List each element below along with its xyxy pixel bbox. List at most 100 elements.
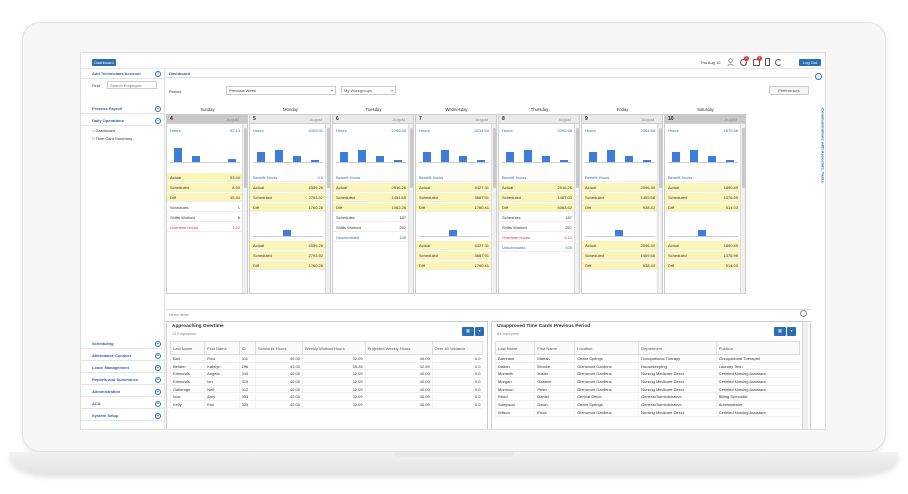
- plus-icon[interactable]: +: [155, 353, 161, 359]
- day-card[interactable]: 8 August Hours 2290.68 Benefit Hours Actual 25…: [498, 114, 580, 294]
- diff-row[interactable]: Diff 1760.28: [250, 261, 326, 270]
- hours-row[interactable]: Hours 52.14: [167, 126, 243, 135]
- column-header[interactable]: Department: [638, 341, 717, 355]
- sidebar-item-reports[interactable]: Reports and Summaries +: [81, 375, 165, 385]
- scrollbar[interactable]: [657, 124, 662, 293]
- mail-icon[interactable]: [753, 59, 760, 66]
- period-select[interactable]: Previous Week ▾: [226, 86, 336, 95]
- scheduled-row[interactable]: Scheduled 1376.99: [665, 193, 741, 202]
- table-row[interactable]: Sampson Dawn Cedar Springs General/Administ…: [494, 400, 800, 409]
- sidebar-account[interactable]: Add Technicians Account i: [81, 69, 165, 79]
- column-header[interactable]: Position: [715, 341, 801, 355]
- scrollbar[interactable]: [242, 124, 247, 293]
- overtime-row[interactable]: Overtime Hours 3.52: [167, 223, 243, 232]
- sidebar-item-attendance[interactable]: Attendance Conduct +: [81, 351, 165, 361]
- hours-row[interactable]: Hours 1875.58: [665, 126, 741, 135]
- column-header[interactable]: Over 40 Variance: [431, 341, 484, 355]
- diff-row[interactable]: Diff 514.03: [665, 261, 741, 270]
- actual-row[interactable]: Actual 4559.26: [250, 241, 326, 250]
- table-row[interactable]: Barnham Mariah Cedar Springs Occupational T…: [494, 354, 800, 363]
- scheduled-row[interactable]: Scheduled 8.93: [167, 183, 243, 192]
- hours-row[interactable]: Hours 2290.68: [333, 126, 409, 135]
- benefit-row[interactable]: Benefit Hours: [416, 173, 492, 182]
- scheduled-row[interactable]: Scheduled 1459.58: [582, 251, 658, 260]
- diff-row[interactable]: Diff 45.44: [167, 193, 243, 202]
- scroll-thumb[interactable]: [576, 128, 579, 188]
- benefit-row[interactable]: Benefit Hours 0.0: [250, 173, 326, 182]
- table-row[interactable]: Dalton Brooke Glenwood Gardens Housekeeping…: [494, 362, 800, 371]
- column-header[interactable]: Last Name: [494, 341, 536, 355]
- table-row[interactable]: Morrison Peter Glenwood Gardens Nursing Med…: [494, 385, 800, 394]
- sidebar-item-scheduling[interactable]: Scheduling +: [81, 339, 165, 349]
- export-button[interactable]: ▦: [774, 327, 786, 336]
- diff-row[interactable]: Diff 1760.28: [250, 203, 326, 212]
- sidebar-item-system-setup[interactable]: System Setup +: [81, 411, 165, 421]
- plus-icon[interactable]: +: [155, 377, 161, 383]
- sidebar-subitem-dashboard[interactable]: ○ Dashboard: [92, 128, 116, 133]
- actual-row[interactable]: Actual 1890.49: [665, 183, 741, 192]
- table-row[interactable]: Morgan Gabbrie Glenwood Gardens Nursing Med…: [494, 377, 800, 386]
- schedules-row[interactable]: Schedules 187: [499, 213, 575, 222]
- shifts-row[interactable]: Shifts Worked 267: [499, 223, 575, 232]
- dashboard-button[interactable]: Dashboard: [92, 59, 116, 66]
- actual-row[interactable]: Actual 2516.26: [499, 183, 575, 192]
- plus-icon[interactable]: +: [155, 401, 161, 407]
- scrollbar[interactable]: [802, 322, 808, 429]
- unscheduled-row[interactable]: Unscheduled 108: [499, 243, 575, 252]
- scroll-thumb[interactable]: [244, 128, 247, 188]
- refresh-icon[interactable]: [775, 59, 782, 66]
- logout-button[interactable]: Log Out: [799, 59, 821, 66]
- table-row[interactable]: Monteith Justin Glenwood Gardens Nursing Me…: [494, 369, 800, 379]
- table-row[interactable]: Wilson Erica Glenwood Gardens Nursing Medic…: [494, 408, 800, 417]
- hours-row[interactable]: Hours 2364.66: [582, 126, 658, 135]
- table-row[interactable]: Edmunds Angela 315 40.00 32.09 40.09 0.0: [169, 369, 483, 379]
- scheduled-row[interactable]: Scheduled 2793.92: [250, 193, 326, 202]
- table-row[interactable]: Edmunds Ian 319 40.00 32.09 40.09 0.0: [169, 377, 483, 386]
- sidebar-item-administration[interactable]: Administration +: [81, 387, 165, 397]
- scrollbar[interactable]: [325, 124, 330, 293]
- account-info-icon[interactable]: i: [155, 71, 161, 77]
- diff-row[interactable]: Diff 938.43: [582, 203, 658, 212]
- scroll-thumb[interactable]: [327, 128, 330, 188]
- scroll-thumb[interactable]: [742, 128, 745, 188]
- table-row[interactable]: Ball Rico 311 40.00 32.09 40.09 0.0: [169, 354, 483, 363]
- actual-row[interactable]: Actual 2596.30: [582, 241, 658, 250]
- diff-row[interactable]: Diff 514.03: [665, 203, 741, 212]
- actual-row[interactable]: Actual 4559.26: [250, 183, 326, 192]
- scheduled-row[interactable]: Scheduled 1459.58: [582, 193, 658, 202]
- plus-icon[interactable]: +: [155, 365, 161, 371]
- scroll-thumb[interactable]: [493, 128, 496, 188]
- column-header[interactable]: First Name: [204, 341, 240, 355]
- column-header[interactable]: Location: [574, 341, 640, 355]
- overtime-row[interactable]: Overtime Hours 2.12: [499, 233, 575, 242]
- preferences-button[interactable]: Preferences: [769, 86, 809, 95]
- plus-icon[interactable]: +: [155, 389, 161, 395]
- diff-row[interactable]: Diff 1760.41: [416, 203, 492, 212]
- day-card[interactable]: 9 August Hours 2364.66 Benefit Hours Actual 25…: [581, 114, 663, 294]
- diff-row[interactable]: Diff 1062.26: [333, 203, 409, 212]
- diff-row[interactable]: Diff 5063.62: [499, 203, 575, 212]
- chevron-down-icon[interactable]: ▾: [787, 327, 796, 336]
- shifts-row[interactable]: Shifts Worked 6: [167, 213, 243, 222]
- column-header[interactable]: Weekly Worked Hours: [301, 341, 366, 355]
- plus-icon[interactable]: +: [155, 341, 161, 347]
- scroll-thumb[interactable]: [410, 128, 413, 188]
- actual-row[interactable]: Actual 4427.31: [416, 183, 492, 192]
- benefit-row[interactable]: Benefit Hours: [665, 173, 741, 182]
- benefit-row[interactable]: Benefit Hours: [582, 173, 658, 182]
- table-row[interactable]: Belden Katelyn 296 41.00 35.26 42.59 0.0: [169, 362, 483, 371]
- scroll-thumb[interactable]: [659, 128, 662, 188]
- table-row[interactable]: Reed Daniel Central Office General/Administ…: [494, 392, 800, 402]
- sidebar-item-process-payroll[interactable]: Process Payroll +: [81, 104, 165, 114]
- benefit-row[interactable]: Benefit Hours: [333, 173, 409, 182]
- benefit-row[interactable]: Benefit Hours: [499, 173, 575, 182]
- scheduled-row[interactable]: Scheduled 3667.91: [416, 193, 492, 202]
- unscheduled-row[interactable]: Unscheduled 108: [333, 233, 409, 242]
- chevron-down-icon[interactable]: ▾: [475, 327, 484, 336]
- table-row[interactable]: Kelly Eric 325 40.00 32.09 40.09 0.0: [169, 400, 483, 409]
- actual-row[interactable]: Actual 1890.49: [665, 241, 741, 250]
- scrollbar[interactable]: [491, 124, 496, 293]
- day-card[interactable]: 7 August Hours 4214.94 Benefit Hours Actual 44…: [415, 114, 497, 294]
- collapse-icon[interactable]: ›: [815, 73, 822, 80]
- actual-row[interactable]: Actual 2516.26: [333, 183, 409, 192]
